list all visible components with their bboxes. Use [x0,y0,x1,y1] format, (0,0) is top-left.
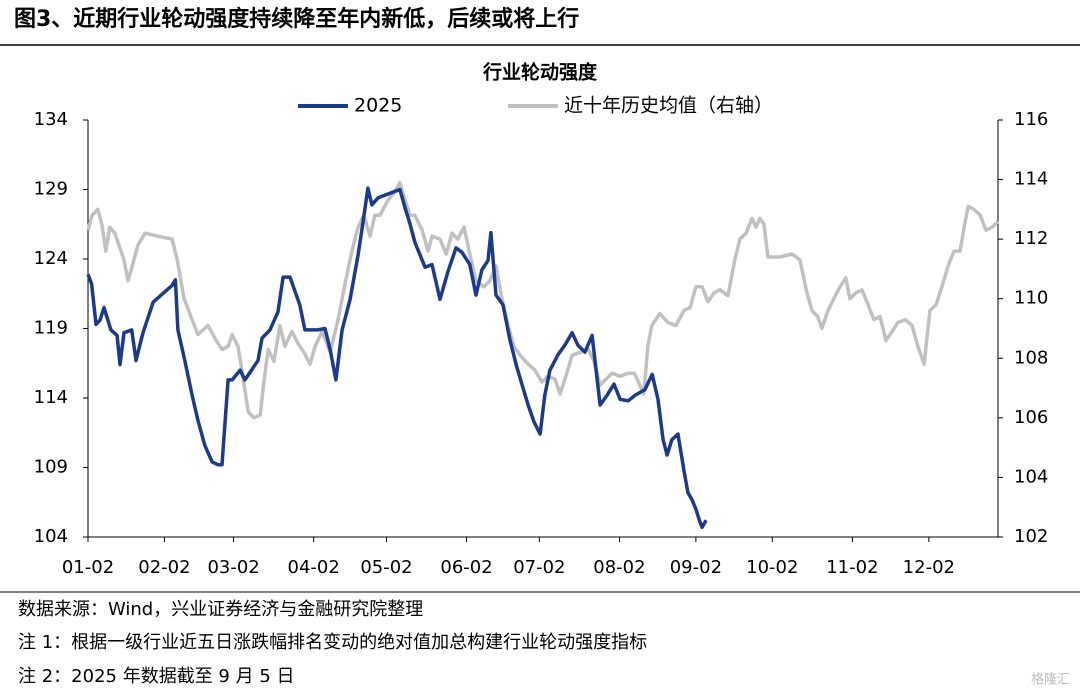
y2-tick-label: 116 [1014,109,1048,130]
header-title: 图3、近期行业轮动强度持续降至年内新低，后续或将上行 [14,6,579,32]
y-tick-label: 109 [34,457,68,478]
x-tick-label: 07-02 [513,557,565,578]
legend-label: 2025 [354,95,402,117]
x-tick-label: 09-02 [670,557,722,578]
y-tick-label: 129 [34,179,68,200]
x-tick-label: 11-02 [826,557,878,578]
y-tick-label: 119 [34,318,68,339]
legend-label: 近十年历史均值（右轴） [564,95,773,117]
x-tick-label: 06-02 [440,557,492,578]
x-tick-label: 10-02 [746,557,798,578]
watermark: 格隆汇 [1031,672,1070,688]
y-tick-label: 104 [34,526,68,547]
note: 注 2：2025 年数据截至 9 月 5 日 [18,666,295,687]
note: 数据来源：Wind，兴业证券经济与金融研究院整理 [18,599,423,620]
x-tick-label: 05-02 [360,557,412,578]
y2-tick-label: 114 [1014,169,1048,190]
y2-tick-label: 108 [1014,347,1048,368]
x-tick-label: 03-02 [207,557,259,578]
y2-tick-label: 102 [1014,526,1048,547]
y2-tick-label: 110 [1014,288,1048,309]
y2-tick-label: 106 [1014,407,1048,428]
x-tick-label: 02-02 [138,557,190,578]
series-line [86,180,1000,420]
x-tick-label: 01-02 [62,557,114,578]
y-tick-label: 134 [34,109,68,130]
y-tick-label: 114 [34,387,68,408]
x-tick-label: 04-02 [288,557,340,578]
y-tick-label: 124 [34,248,68,269]
series-line [86,186,708,530]
y2-tick-label: 112 [1014,228,1048,249]
x-tick-label: 08-02 [593,557,645,578]
chart-title: 行业轮动强度 [482,61,598,84]
y2-tick-label: 104 [1014,466,1048,487]
x-tick-label: 12-02 [903,557,955,578]
note: 注 1：根据一级行业近五日涨跌幅排名变动的绝对值加总构建行业轮动强度指标 [18,632,647,653]
